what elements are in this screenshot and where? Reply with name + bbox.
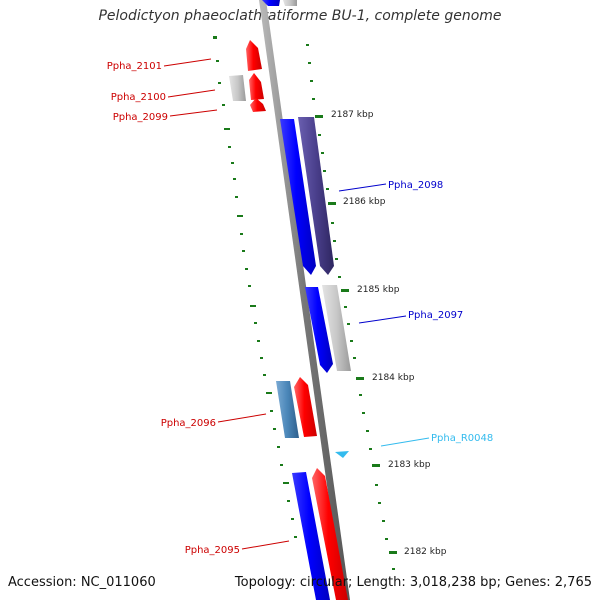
gene-label-ppha-2100: Ppha_2100	[111, 92, 166, 103]
tick-label: 2185 kbp	[357, 285, 400, 295]
genome-backbone	[259, 0, 350, 600]
gene-arrow-ppha-2095-blue	[292, 472, 330, 600]
gene-label-ppha-2096: Ppha_2096	[161, 418, 216, 429]
leader-line-ppha-2101	[163, 58, 212, 67]
leader-line-ppha-2095	[241, 540, 290, 550]
gene-label-ppha-r0048: Ppha_R0048	[431, 433, 493, 444]
gene-arrow-ppha-2097	[305, 287, 333, 373]
gene-arrow-ppha-2095	[312, 468, 348, 600]
tick-label: 2184 kbp	[372, 373, 415, 383]
tick-labels: 2187 kbp 2186 kbp 2185 kbp 2184 kbp 2183…	[331, 110, 447, 557]
gene-label-ppha-2099: Ppha_2099	[113, 112, 168, 123]
tick-track-right	[306, 44, 397, 570]
leader-lines	[163, 58, 430, 550]
tick-track-left	[213, 36, 297, 538]
gene-arrow-partial	[262, 0, 280, 6]
map-title: Pelodictyon phaeoclathratiforme BU-1, co…	[98, 8, 502, 24]
leader-line-ppha-2097	[358, 315, 407, 324]
topology-text: Topology: circular; Length: 3,018,238 bp…	[234, 575, 592, 590]
gene-label-ppha-2097: Ppha_2097	[408, 310, 463, 321]
gene-arrow-ppha-2098-purple	[298, 117, 334, 275]
gene-arrow-ppha-2096-steel	[276, 381, 299, 438]
gene-features	[229, 0, 351, 600]
gene-label-ppha-2098: Ppha_2098	[388, 180, 443, 191]
gene-arrow-gray-2100	[229, 75, 246, 101]
tick-label: 2186 kbp	[343, 197, 386, 207]
gene-arrow-ppha-2099	[250, 98, 266, 112]
gene-label-ppha-2101: Ppha_2101	[107, 61, 162, 72]
accession-text: Accession: NC_011060	[8, 575, 156, 590]
tick-label: 2182 kbp	[404, 547, 447, 557]
gene-arrow-ppha-2097-gray	[322, 285, 351, 371]
gene-labels: Ppha_2101 Ppha_2100 Ppha_2099 Ppha_2098 …	[107, 61, 494, 556]
gene-arrow-ppha-2101	[246, 40, 262, 71]
gene-arrow-ppha-2100	[249, 73, 264, 100]
gene-arrow-partial-gray	[283, 0, 297, 6]
leader-line-ppha-2099	[169, 109, 218, 117]
leader-line-ppha-r0048	[380, 437, 430, 447]
tick-label: 2183 kbp	[388, 460, 431, 470]
gene-arrow-ppha-2098	[280, 119, 316, 275]
gene-arrow-ppha-r0048	[335, 451, 349, 458]
gene-label-ppha-2095: Ppha_2095	[185, 545, 240, 556]
tick-label: 2187 kbp	[331, 110, 374, 120]
leader-line-ppha-2096	[217, 413, 267, 423]
leader-line-ppha-2098	[338, 183, 387, 192]
leader-line-ppha-2100	[167, 89, 216, 98]
gene-arrow-ppha-2096	[294, 377, 317, 437]
